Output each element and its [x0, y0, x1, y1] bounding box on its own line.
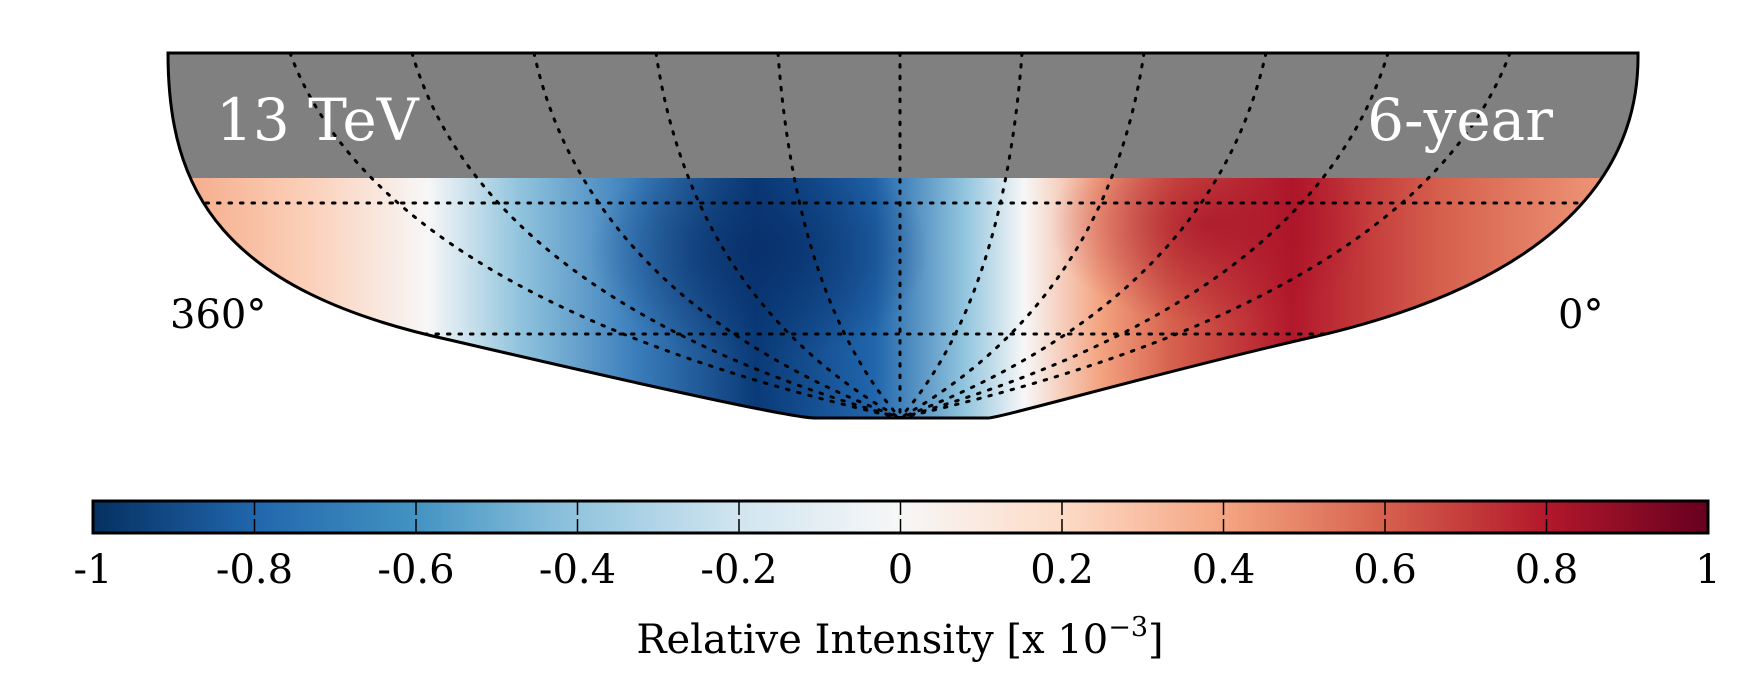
left-coordinate-label: 360°: [170, 292, 266, 338]
colorbar-tick-label: -0.4: [539, 547, 616, 593]
grid-meridian: [410, 53, 902, 418]
unobserved-region: [168, 53, 1639, 178]
grid-meridian: [532, 53, 902, 418]
exposure-annotation: 6-year: [1367, 86, 1553, 154]
deficit-region: [590, 140, 930, 360]
grid-meridian: [898, 53, 1024, 418]
grid-meridian: [654, 53, 902, 418]
map-outline: [166, 51, 1640, 420]
grid-meridian: [898, 53, 1268, 418]
grid-meridian: [288, 53, 902, 418]
right-coordinate-label: 0°: [1558, 292, 1603, 338]
colorbar-tick-label: -0.2: [700, 547, 777, 593]
grid-meridian: [898, 53, 1512, 418]
colorbar: -1 -0.8 -0.6 -0.4 -0.2 0 0.2 0.4 0.6 0.8 1 Relativ…: [74, 499, 1721, 663]
colorbar-label-exponent: −3: [1108, 612, 1148, 643]
colorbar-tick-label: 1: [1695, 547, 1720, 593]
grid-meridian: [776, 53, 902, 418]
colorbar-tick-label: 0.6: [1353, 547, 1417, 593]
energy-annotation: 13 TeV: [216, 86, 420, 154]
colorbar-tick-label: -0.8: [216, 547, 293, 593]
grid-meridian: [898, 53, 1146, 418]
colorbar-tick-label: 0.8: [1515, 547, 1579, 593]
colorbar-tick-label: 0.2: [1030, 547, 1094, 593]
sky-map: 13 TeV 6-year 360° 0°: [166, 51, 1640, 420]
colorbar-tick-label: -0.6: [377, 547, 454, 593]
colorbar-tick-label: 0: [888, 547, 913, 593]
colorbar-tick-label: -1: [74, 547, 113, 593]
colorbar-label-suffix: ]: [1148, 617, 1164, 663]
colorbar-label-text: Relative Intensity [x 10: [636, 617, 1108, 663]
colorbar-ticks: -1 -0.8 -0.6 -0.4 -0.2 0 0.2 0.4 0.6 0.8 1: [74, 501, 1721, 593]
colorbar-label: Relative Intensity [x 10−3]: [636, 612, 1163, 663]
colorbar-tick-label: 0.4: [1192, 547, 1256, 593]
grid-meridian: [898, 53, 1390, 418]
